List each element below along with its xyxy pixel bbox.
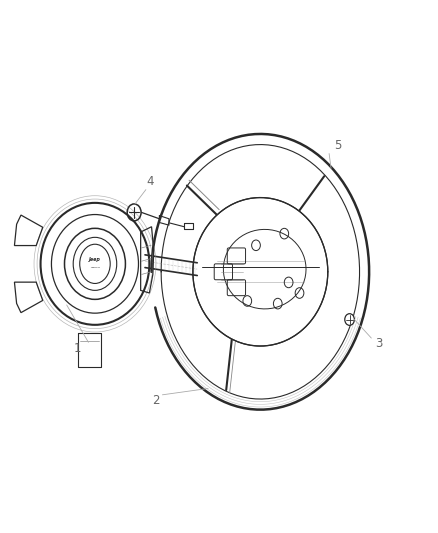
Text: Jeep: Jeep [89, 257, 101, 262]
Circle shape [345, 314, 354, 325]
Ellipse shape [80, 244, 110, 284]
Ellipse shape [193, 198, 328, 346]
Text: ────: ──── [90, 266, 100, 270]
Text: 3: 3 [375, 337, 383, 350]
Text: 2: 2 [152, 393, 159, 407]
Text: 4: 4 [146, 175, 154, 188]
Text: 1: 1 [74, 342, 81, 355]
Text: 5: 5 [334, 139, 342, 152]
